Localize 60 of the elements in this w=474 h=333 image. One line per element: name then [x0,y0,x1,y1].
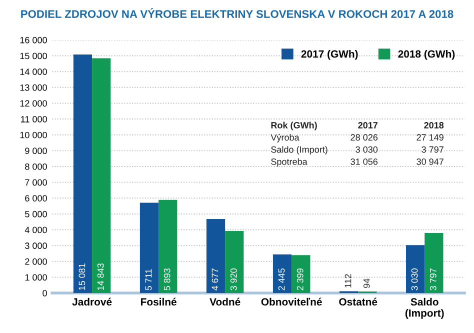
annotation: Saldo (Import) [271,146,328,155]
x-tick-label: Fosilné [141,298,176,306]
bar [406,245,425,294]
annotation: 30 947 [416,158,444,165]
annotation: Výroba [270,134,300,142]
y-tick-label: 7 000 [25,179,47,186]
annotation: 28 026 [350,134,378,141]
data-label: 94 [363,278,370,288]
y-tick-label: 6 000 [25,195,47,202]
y-tick-label: 13 000 [20,84,47,91]
y-tick-label: 14 000 [20,68,47,75]
annotation: 3 797 [422,146,444,153]
y-tick-label: 15 000 [20,52,47,60]
data-label: 3 920 [230,268,237,290]
x-tick-label: Vodné [210,298,240,306]
y-tick-label: 3 000 [25,242,47,249]
bar [158,200,178,294]
y-tick-label: 8 000 [25,163,47,170]
bar [272,254,292,294]
data-label: 14 843 [97,263,104,290]
legend-label: 2018 (GWh) [398,50,455,60]
annotation: 27 149 [416,134,444,141]
y-tick-label: 16 000 [20,36,47,44]
x-tick-label: Jadrové [72,298,112,306]
data-label: 2 445 [278,268,285,290]
y-tick-label: 1 000 [25,274,47,281]
data-label: 112 [344,274,352,288]
data-label: 4 677 [212,268,218,290]
bar [206,219,226,294]
bar [225,231,244,294]
bar [73,54,92,294]
data-label: 3 797 [430,268,436,290]
y-tick-label: 10 000 [20,132,47,138]
y-tick-label: 9 000 [25,148,47,154]
data-label: 2 399 [296,268,304,290]
annotation: Spotreba [271,158,308,167]
data-label: 5 711 [145,269,152,290]
bar [292,255,310,294]
y-tick-label: 0 [42,290,47,296]
y-tick-label: 11 000 [21,116,47,122]
bar [92,58,111,294]
annotation: 31 056 [350,158,378,165]
x-tick-label: Ostatné [339,298,378,306]
annotation: 2017 [358,122,378,128]
y-tick-label: 12 000 [20,100,47,107]
y-tick-label: 2 000 [25,258,47,265]
annotation: 2018 [424,122,444,128]
annotation: 3 030 [356,146,378,153]
chart-title: PODIEL ZDROJOV NA VÝROBE ELEKTRINY SLOVENSKA V ROKOCH 2017 A 2018 [21,8,454,18]
data-label: 15 081 [78,263,86,290]
data-label: 5 893 [164,268,170,290]
bar [424,232,444,294]
y-tick-label: 4 000 [24,226,47,234]
annotation: Rok (GWh) [271,122,317,130]
data-label: 3 030 [411,268,418,290]
bar [140,202,159,294]
x-tick-label: Saldo (Import) [405,298,444,319]
y-tick-label: 5 000 [25,210,47,218]
legend-label: 2017 (GWh) [301,50,358,60]
x-tick-label: Obnoviteľné [261,298,322,306]
